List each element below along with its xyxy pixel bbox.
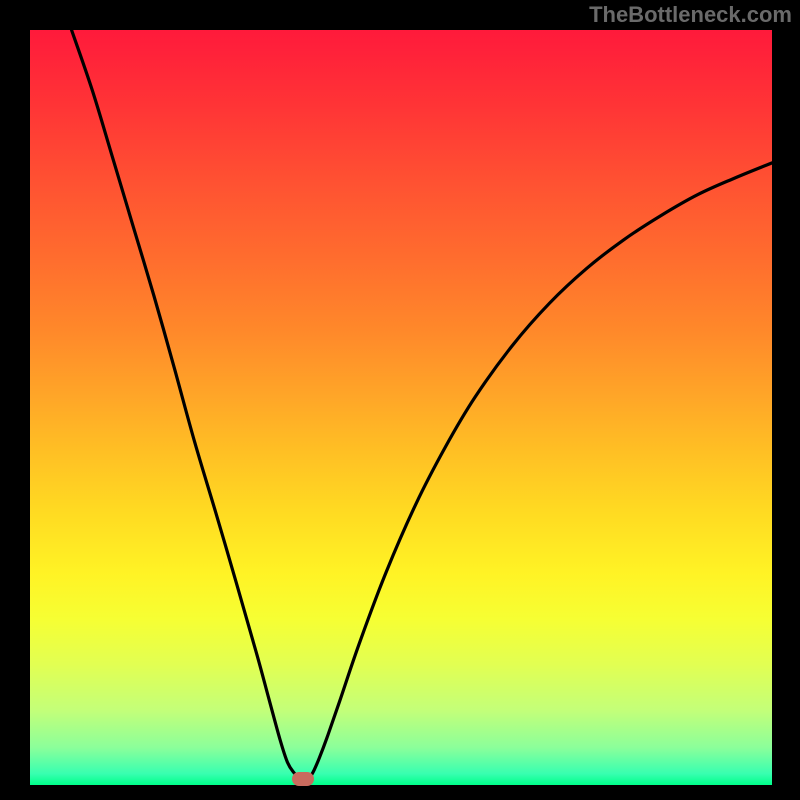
chart-container: TheBottleneck.com <box>0 0 800 800</box>
plot-area <box>30 30 772 785</box>
bottleneck-curve <box>30 30 772 785</box>
optimal-point-marker <box>292 772 314 786</box>
watermark-text: TheBottleneck.com <box>589 2 792 28</box>
watermark-label: TheBottleneck.com <box>589 2 792 27</box>
